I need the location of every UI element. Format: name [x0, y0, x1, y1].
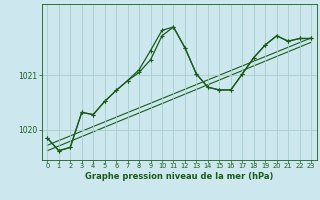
X-axis label: Graphe pression niveau de la mer (hPa): Graphe pression niveau de la mer (hPa) [85, 172, 273, 181]
